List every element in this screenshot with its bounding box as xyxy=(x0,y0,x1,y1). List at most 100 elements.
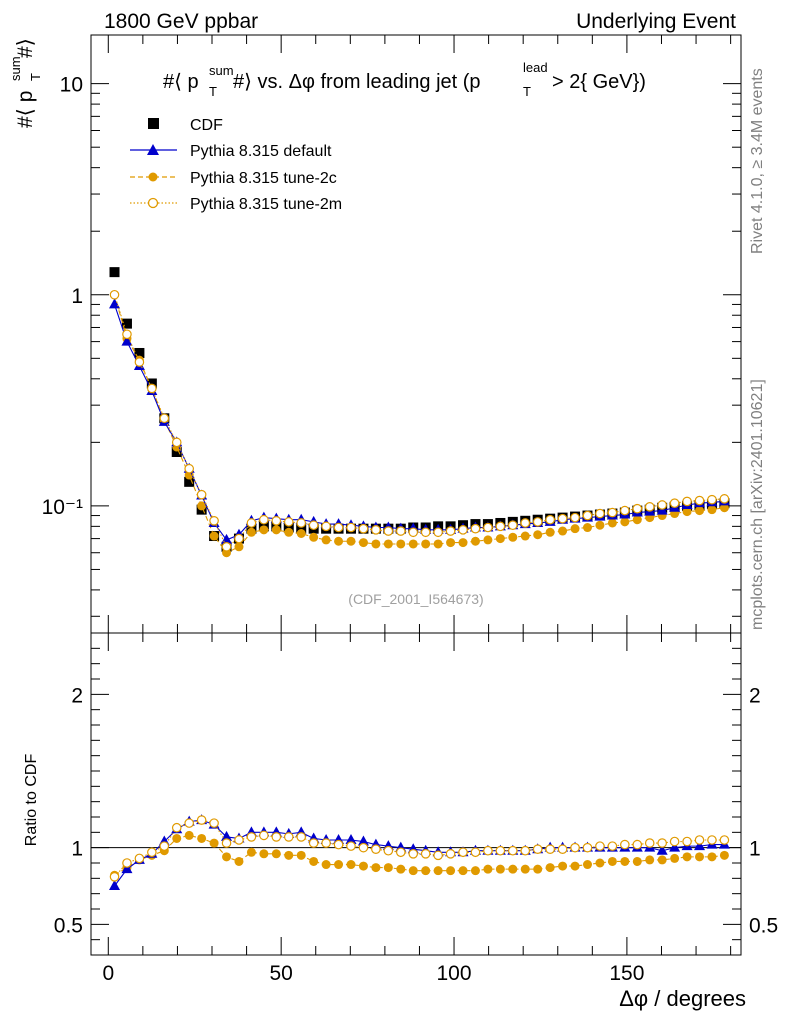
ratio-tune2m-point xyxy=(159,841,170,851)
ratio-tune2m-point xyxy=(147,847,157,858)
main-tune2c-point xyxy=(433,539,443,549)
main-tune2c-point xyxy=(620,517,630,527)
main-tune2c-point xyxy=(558,526,568,536)
legend-label-tune2c: Pythia 8.315 tune-2c xyxy=(190,170,337,187)
main-tune2m-point xyxy=(532,517,543,527)
ratio-y-tick-label: 2 xyxy=(749,684,761,707)
ratio-default-point xyxy=(345,834,357,844)
ratio-tune2c-point xyxy=(246,847,256,857)
ratio-tune2c-point xyxy=(234,856,244,866)
main-tune2m-point xyxy=(383,526,394,536)
ratio-tune2m-point xyxy=(171,822,182,833)
ratio-y-tick-label: 1 xyxy=(749,838,761,861)
ratio-tune2m-point xyxy=(595,841,605,851)
main-default-point xyxy=(109,298,121,309)
ratio-tune2m-point xyxy=(532,844,543,854)
main-y-tick-label: 10⁻¹ xyxy=(42,496,83,519)
ratio-tune2c-point xyxy=(620,856,630,866)
main-tune2m-point xyxy=(620,505,630,516)
main-tune2m-point xyxy=(508,520,518,531)
ratio-tune2c-point xyxy=(545,863,555,873)
main-tune2m-point xyxy=(234,533,244,544)
ratio-tune2m-point xyxy=(632,839,643,850)
main-tune2c-point xyxy=(508,532,518,542)
ratio-tune2m-point xyxy=(333,839,344,850)
ratio-tune2c-point xyxy=(657,855,667,865)
main-y-axis-label: #⟨ p sum T #⟩ xyxy=(8,38,43,128)
main-cdf-point xyxy=(134,347,145,358)
ratio-default-point xyxy=(109,880,121,890)
ratio-tune2c-point xyxy=(408,866,418,876)
ratio-tune2c-point xyxy=(321,860,331,870)
ratio-tune2m-point xyxy=(607,841,618,851)
ratio-tune2c-point xyxy=(271,849,281,859)
ratio-tune2c-point xyxy=(197,833,207,843)
ratio-tune2c-point xyxy=(259,849,269,859)
ratio-tune2m-point xyxy=(358,842,369,853)
main-tune2m-point xyxy=(221,542,232,552)
ratio-tune2c-point xyxy=(695,852,705,862)
legend-marker-tune2c xyxy=(148,172,158,182)
chart-title: #⟨ p sum T #⟩ vs. Δφ from leading jet (p… xyxy=(163,60,646,99)
main-tune2m-point xyxy=(184,463,194,474)
side-mcplots-label: mcplots.cern.ch [arXiv:2401.10621] xyxy=(749,379,766,630)
ratio-tune2c-point xyxy=(446,866,456,876)
main-tune2c-point xyxy=(470,536,480,546)
ratio-tune2m-point xyxy=(221,838,232,848)
ratio-default-point xyxy=(221,830,233,841)
main-default-line xyxy=(113,304,725,541)
legend-label-cdf: CDF xyxy=(190,117,223,134)
ratio-default-point xyxy=(121,863,133,874)
main-tune2m-point xyxy=(209,515,219,526)
main-tune2m-point xyxy=(445,526,456,536)
ratio-tune2c-point xyxy=(433,866,443,876)
main-tune2m-point xyxy=(395,526,406,536)
ratio-tune2c-point xyxy=(296,850,306,860)
ratio-tune2c-point xyxy=(719,850,729,860)
main-tune2c-point xyxy=(371,539,381,549)
main-tune2m-point xyxy=(296,518,307,528)
ratio-tune2c-point xyxy=(520,864,530,874)
ratio-y-tick-label: 0.5 xyxy=(749,914,778,937)
ratio-tune2m-point xyxy=(483,845,493,856)
main-tune2c-point xyxy=(346,536,356,546)
main-tune2c-point xyxy=(595,520,605,530)
ratio-plot-frame xyxy=(90,632,742,956)
main-tune2m-point xyxy=(694,495,705,506)
ratio-tune2c-point xyxy=(284,850,294,860)
main-tune2m-point xyxy=(122,329,132,340)
header-right: Underlying Event xyxy=(576,10,736,33)
ratio-tune2m-point xyxy=(470,847,481,858)
ratio-tune2m-point xyxy=(283,832,294,842)
main-tune2m-point xyxy=(632,503,643,514)
x-tick-label: 150 xyxy=(609,962,644,985)
main-tune2c-point xyxy=(607,518,617,528)
ratio-tune2m-point xyxy=(259,830,269,841)
svg-text:#⟨ p: #⟨ p xyxy=(163,71,199,93)
main-cdf-point xyxy=(121,318,132,329)
main-tune2c-point xyxy=(321,535,331,545)
main-tune2m-point xyxy=(458,525,468,535)
ratio-tune2m-point xyxy=(657,838,667,848)
main-tune2m-point xyxy=(520,518,531,528)
main-tune2m-point xyxy=(333,522,344,533)
ratio-default-point xyxy=(357,835,369,846)
ratio-tune2c-point xyxy=(172,833,182,843)
ratio-tune2m-point xyxy=(445,848,456,859)
main-tune2c-point xyxy=(495,534,505,544)
legend-marker-tune2m xyxy=(147,197,159,209)
ratio-tune2c-point xyxy=(421,866,431,876)
main-tune2c-point xyxy=(695,506,705,516)
main-tune2m-point xyxy=(308,520,319,531)
ratio-tune2c-point xyxy=(645,855,655,865)
legend-marker-default xyxy=(147,144,159,155)
main-tune2m-point xyxy=(707,494,717,505)
main-tune2m-point xyxy=(358,523,369,534)
main-tune2m-point xyxy=(408,527,419,538)
main-tune2m-point xyxy=(420,527,431,538)
ratio-tune2c-point xyxy=(458,866,468,876)
ratio-tune2m-point xyxy=(321,838,331,848)
main-tune2m-point xyxy=(595,508,605,519)
ratio-tune2m-point xyxy=(420,848,431,859)
ratio-default-point xyxy=(656,844,668,855)
